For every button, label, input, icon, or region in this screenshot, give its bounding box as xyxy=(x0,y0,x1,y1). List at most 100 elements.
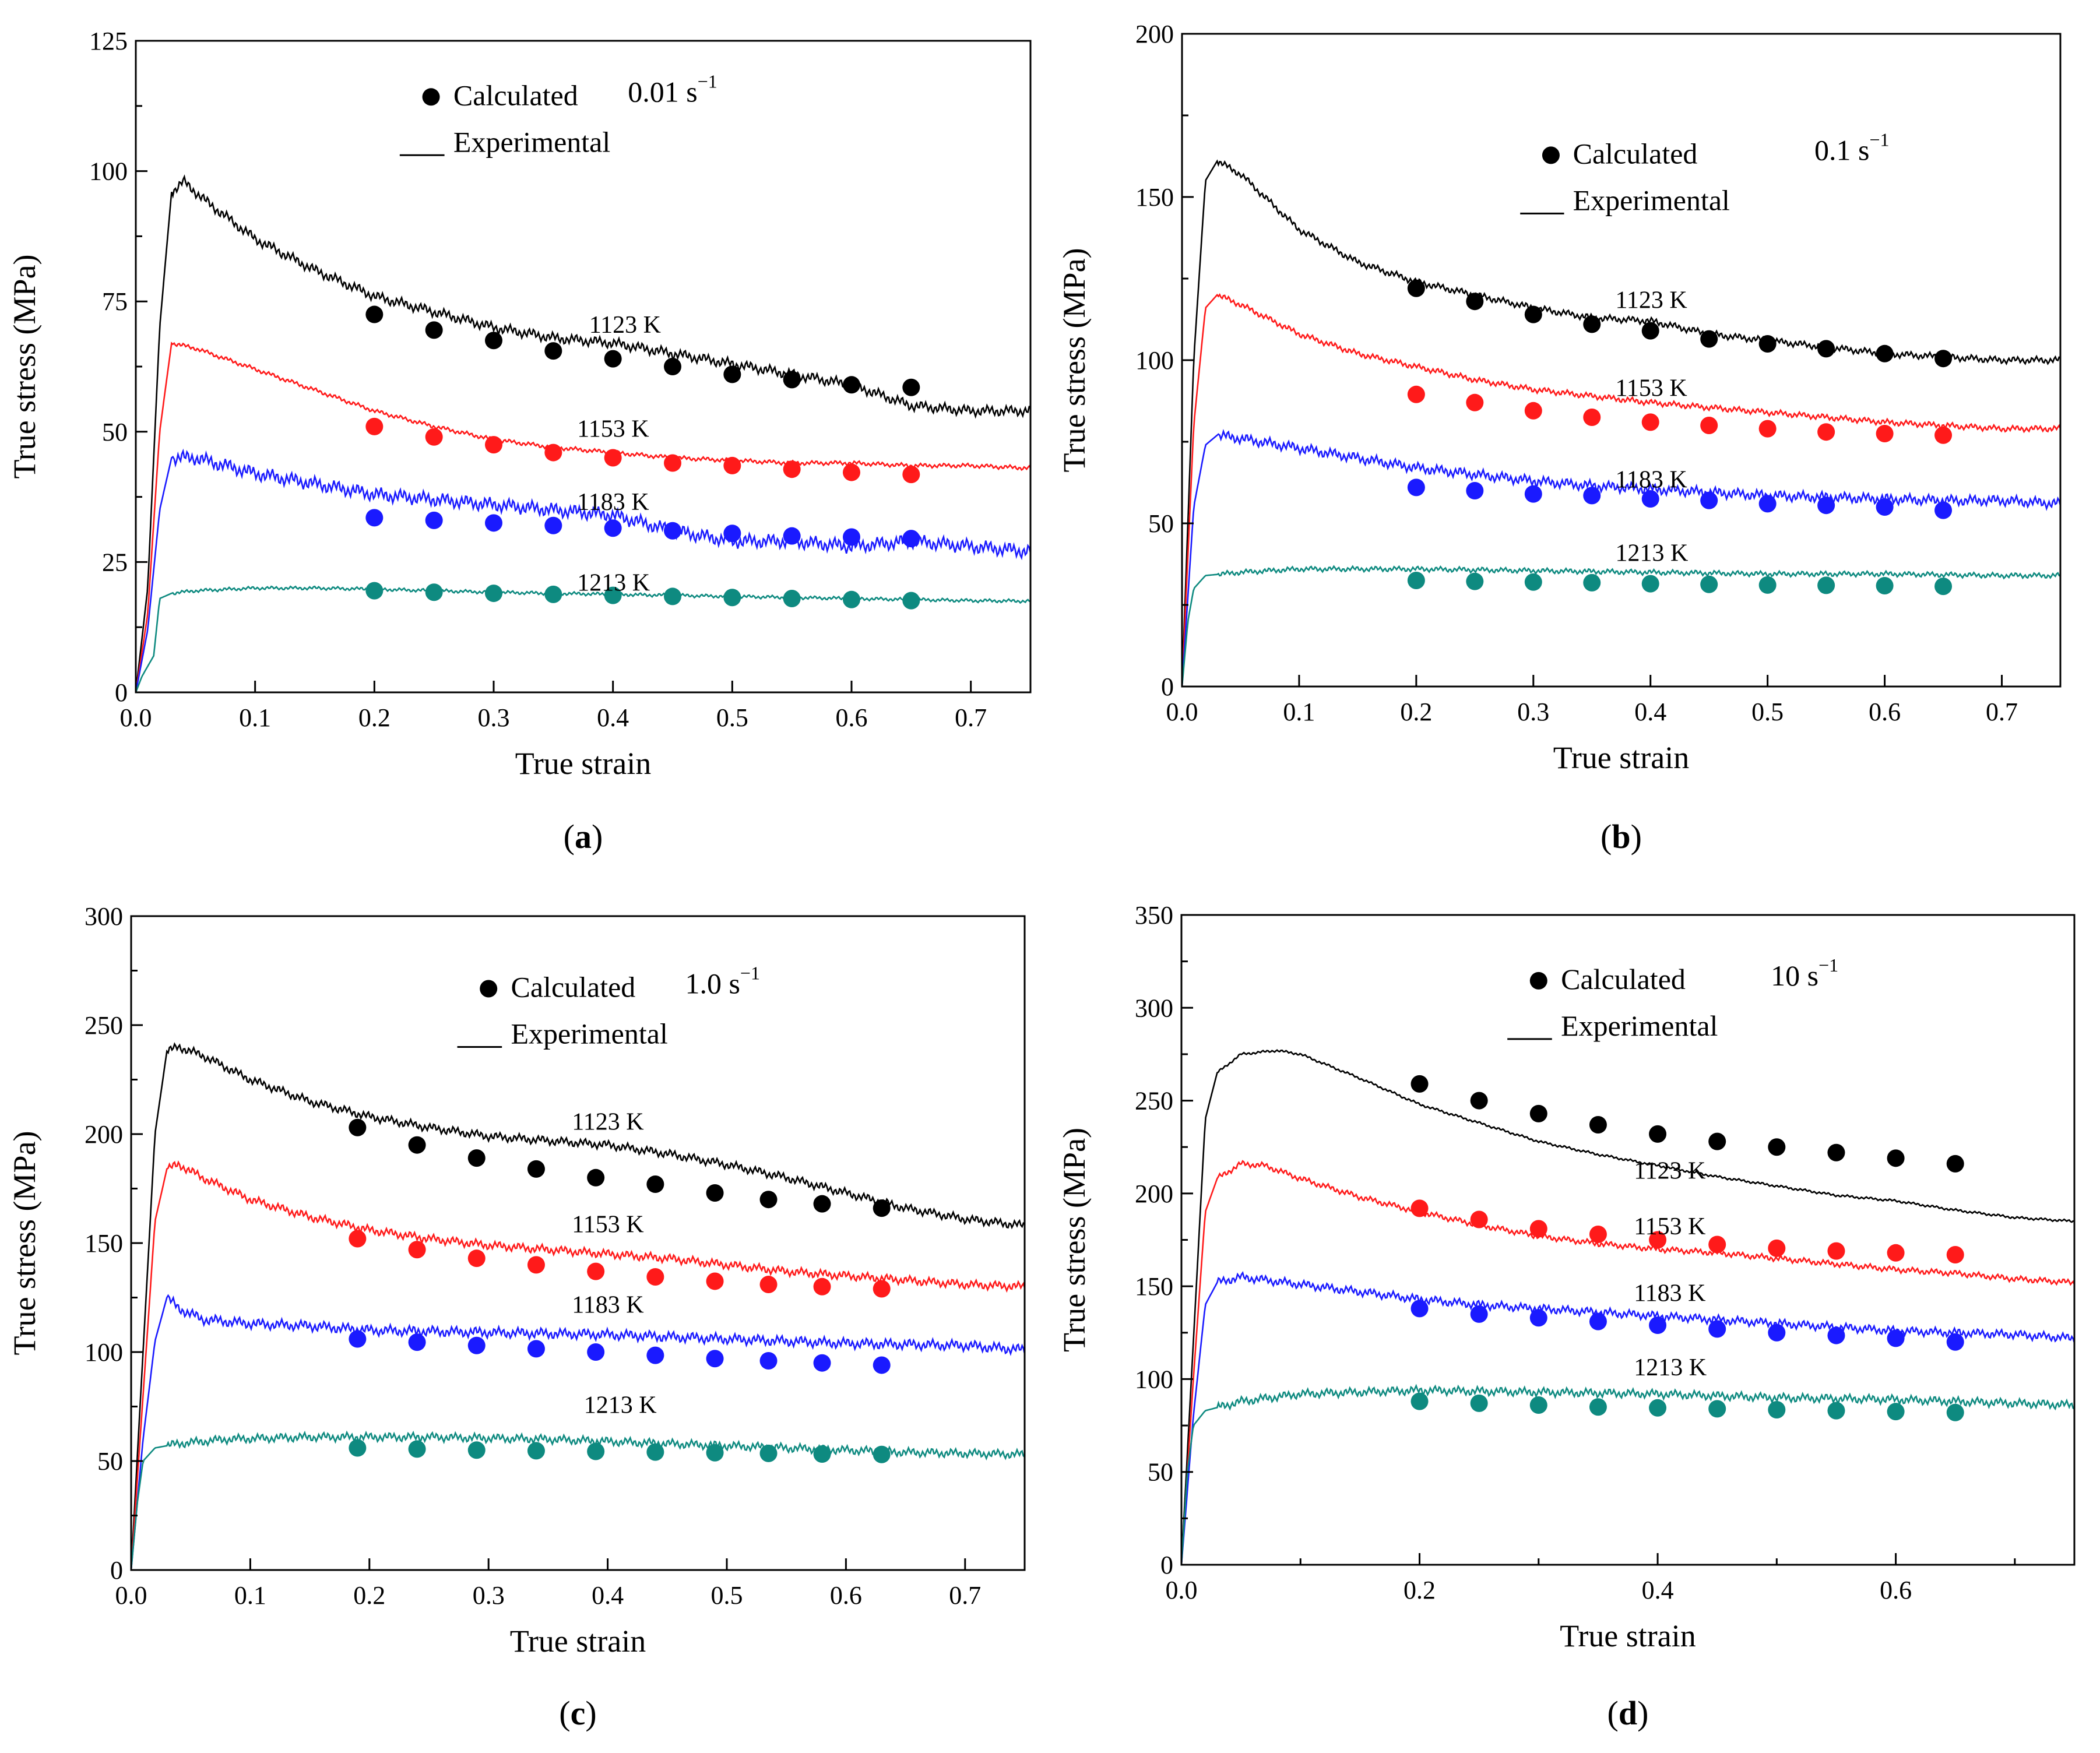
calculated-point xyxy=(1946,1154,1964,1173)
x-tick-label: 0.3 xyxy=(473,1581,505,1610)
legend-calculated-marker xyxy=(1542,146,1560,164)
calculated-point xyxy=(664,454,681,472)
calculated-point xyxy=(1649,1399,1667,1417)
calculated-point xyxy=(604,586,622,604)
y-tick-label: 0 xyxy=(115,678,128,707)
calculated-point xyxy=(1817,423,1835,441)
legend-experimental-label: Experimental xyxy=(1561,1009,1718,1042)
legend-calculated-label: Calculated xyxy=(511,971,636,1004)
experimental-curve-1153k xyxy=(1180,1160,2076,1565)
x-tick-label: 0.0 xyxy=(120,703,152,732)
calculated-point xyxy=(902,592,920,610)
experimental-curve-1213k xyxy=(1180,1384,2075,1565)
calculated-point xyxy=(1410,1075,1429,1093)
x-tick-label: 0.6 xyxy=(836,703,868,732)
temperature-label: 1183 K xyxy=(577,489,649,516)
experimental-curve-1123k xyxy=(1180,1049,2075,1565)
y-tick-label: 100 xyxy=(1135,1365,1173,1393)
chart-d-svg: 1123 K 1153 K 1183 K 1213 K 0.0 0.2 0.4 0.6 0 50 1… xyxy=(1057,901,2076,1732)
calculated-point xyxy=(1407,385,1425,403)
x-tick-label: 0.7 xyxy=(1986,698,2018,726)
calculated-point xyxy=(467,1149,486,1167)
calculated-point xyxy=(902,530,920,548)
calculated-point xyxy=(1758,576,1777,594)
calculated-point xyxy=(1583,409,1601,426)
calculated-point xyxy=(902,378,920,396)
calculated-point xyxy=(813,1354,831,1372)
calculated-point xyxy=(1700,417,1718,434)
calculated-point xyxy=(1768,1138,1786,1156)
calculated-point xyxy=(873,1199,891,1217)
x-tick-label: 0.2 xyxy=(1403,1576,1436,1604)
calculated-point xyxy=(1708,1400,1726,1418)
calculated-point xyxy=(706,1184,724,1202)
calculated-point xyxy=(1641,575,1659,593)
legend-experimental-label: Experimental xyxy=(511,1018,668,1050)
y-tick-label: 300 xyxy=(85,902,123,931)
strain-rate-label: 10 s−1 xyxy=(1771,955,1838,992)
panel-label: (d) xyxy=(1607,1694,1649,1732)
calculated-point xyxy=(425,321,443,339)
calculated-point xyxy=(1934,350,1953,368)
plot-frame xyxy=(130,915,1026,1571)
calculated-point xyxy=(902,466,920,484)
calculated-point xyxy=(664,587,681,606)
calculated-point xyxy=(1700,575,1718,593)
calculated-point xyxy=(527,1256,545,1274)
calculated-point xyxy=(587,1262,605,1280)
calculated-point xyxy=(1934,578,1953,596)
y-tick-label: 150 xyxy=(85,1229,123,1258)
calculated-point xyxy=(1470,1305,1488,1323)
chart-c-svg: 1123 K 1153 K 1183 K 1213 K 0.0 0.1 0.2 0.3 0.4 0… xyxy=(7,902,1026,1732)
calculated-point xyxy=(646,1346,664,1364)
strain-rate-exponent: −1 xyxy=(1818,955,1838,976)
calculated-point xyxy=(646,1175,664,1194)
calculated-point xyxy=(1589,1115,1607,1134)
y-tick-label: 25 xyxy=(102,548,128,576)
calculated-point xyxy=(467,1249,486,1268)
chart-b-svg: 1123 K 1153 K 1183 K 1213 K 0.0 0.1 0.2 0.3 0.4 0… xyxy=(1057,20,2062,856)
calculated-point xyxy=(706,1272,724,1290)
legend-calculated-marker xyxy=(480,980,498,998)
panel-d: 1123 K 1153 K 1183 K 1213 K 0.0 0.2 0.4 0.6 0 50 1… xyxy=(1050,877,2099,1753)
calculated-point xyxy=(1946,1245,1964,1263)
calculated-point xyxy=(1466,482,1484,499)
experimental-curve-1183k xyxy=(130,1294,1026,1571)
calculated-point xyxy=(1887,1149,1905,1167)
legend-calculated-marker xyxy=(422,88,440,106)
calculated-point xyxy=(587,1168,605,1187)
calculated-point xyxy=(1876,576,1894,594)
calculated-point xyxy=(1529,1104,1547,1122)
y-tick-label: 125 xyxy=(89,27,128,55)
calculated-point xyxy=(759,1444,778,1462)
calculated-point xyxy=(723,525,741,543)
calculated-point xyxy=(1466,572,1484,590)
calculated-point xyxy=(1524,485,1542,503)
calculated-point xyxy=(1583,315,1601,333)
calculated-point xyxy=(1946,1403,1964,1421)
chart-a-svg: 1123 K 1153 K 1183 K 1213 K 0.0 0.1 0.2 0.3 0.4 0… xyxy=(7,27,1032,856)
panel-b: 1123 K 1153 K 1183 K 1213 K 0.0 0.1 0.2 0.3 0.4 0… xyxy=(1050,0,2099,877)
y-tick-label: 300 xyxy=(1135,994,1173,1022)
calculated-point xyxy=(544,443,562,462)
calculated-point xyxy=(544,342,562,360)
y-tick-label: 350 xyxy=(1135,901,1173,930)
calculated-point xyxy=(425,511,443,529)
calculated-point xyxy=(408,1333,426,1351)
calculated-point xyxy=(1641,322,1659,340)
calculated-point xyxy=(1589,1312,1607,1330)
panel-label: (c) xyxy=(559,1694,596,1732)
experimental-curve-1183k xyxy=(1181,429,2062,687)
x-tick-label: 0.4 xyxy=(1642,1576,1674,1604)
experimental-curve-1183k xyxy=(135,448,1032,693)
calculated-point xyxy=(1470,1092,1488,1110)
calculated-point xyxy=(467,1441,486,1459)
experimental-curve-1153k xyxy=(1181,293,2062,687)
calculated-point xyxy=(1827,1242,1845,1260)
calculated-point xyxy=(1524,402,1542,420)
calculated-point xyxy=(759,1351,778,1370)
calculated-point xyxy=(843,463,860,481)
calculated-point xyxy=(873,1445,891,1463)
legend-experimental-label: Experimental xyxy=(453,125,610,158)
y-tick-label: 0 xyxy=(1160,1551,1173,1579)
